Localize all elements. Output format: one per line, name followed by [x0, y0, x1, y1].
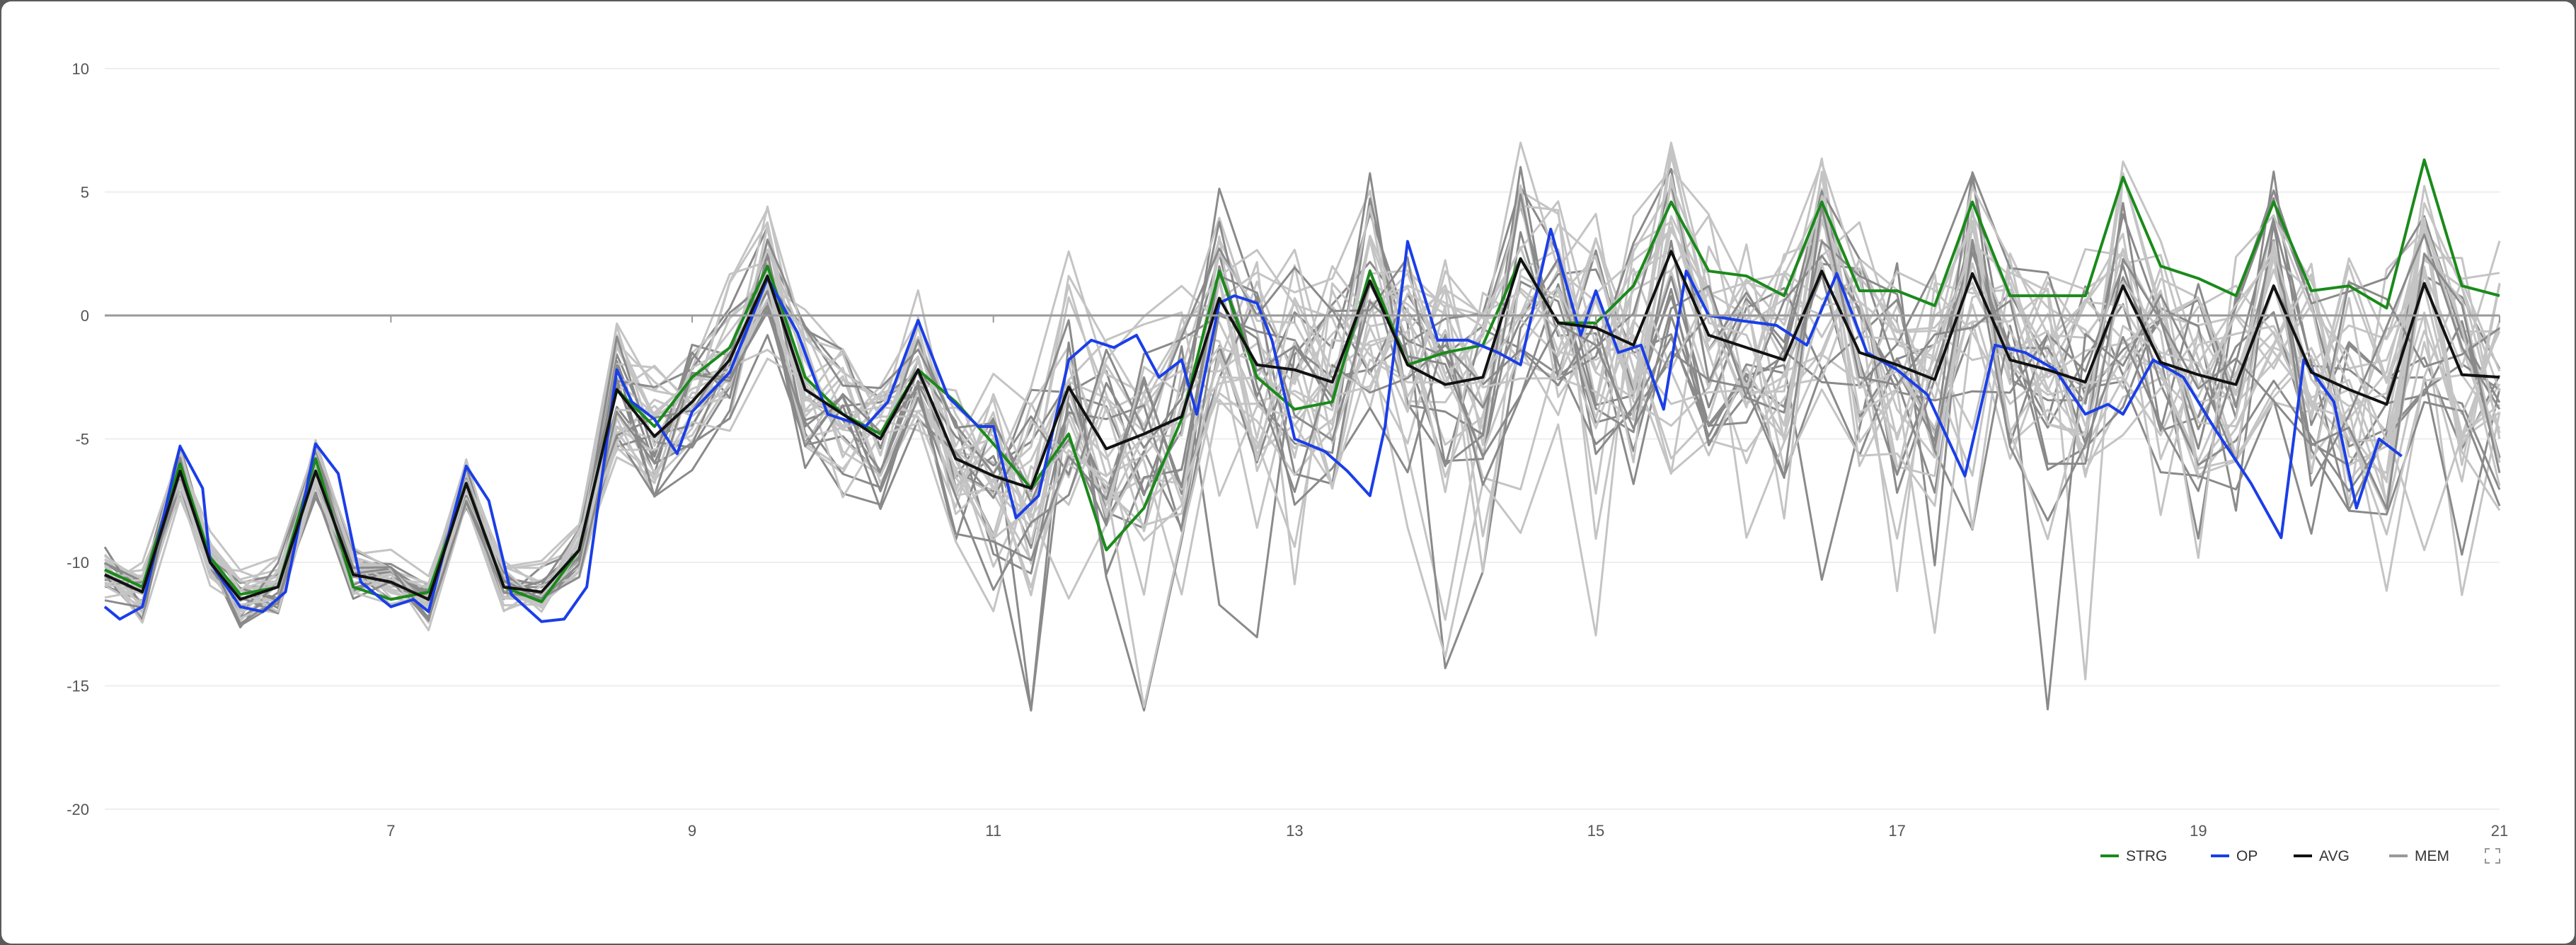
y-tick-label: -10 [67, 554, 89, 572]
y-tick-label: -20 [67, 801, 89, 818]
y-tick-label: 5 [81, 184, 89, 202]
x-tick-label: 13 [1286, 822, 1303, 840]
mem-series-line [104, 205, 2501, 627]
legend-item-op[interactable]: OP [2211, 848, 2258, 864]
mem-series-line [104, 175, 2501, 613]
avg-series-line [104, 250, 2500, 601]
y-tick-label: 0 [81, 307, 89, 325]
mem-series-line [103, 184, 2501, 618]
op-series-line [103, 227, 2403, 623]
grid [105, 68, 2500, 810]
x-tick-label: 17 [1888, 822, 1905, 840]
y-tick-label: -15 [67, 678, 89, 695]
legend-label: MEM [2415, 848, 2449, 864]
mem-series-line [104, 141, 2501, 680]
axes: 10 5 0 -5 -10 -15 -20 7 9 11 13 15 17 19 21 [67, 60, 2508, 840]
mem-series-line [103, 222, 2501, 632]
mem-series-group [103, 141, 2501, 712]
y-tick-label: -5 [75, 431, 89, 448]
x-tick-label: 15 [1587, 822, 1604, 840]
x-tick-label: 9 [688, 822, 696, 840]
legend-label: STRG [2126, 848, 2167, 864]
legend: STRG OP AVG MEM [2100, 848, 2500, 864]
legend-item-mem[interactable]: MEM [2389, 848, 2449, 864]
highlight-series-group [103, 158, 2500, 623]
y-tick-label: 10 [72, 60, 89, 78]
legend-item-strg[interactable]: STRG [2100, 848, 2167, 864]
x-tick-label: 7 [386, 822, 395, 840]
fullscreen-icon[interactable] [2485, 848, 2500, 864]
mem-series-line [104, 182, 2501, 612]
x-tick-label: 19 [2190, 822, 2207, 840]
x-tick-label: 11 [985, 822, 1001, 840]
legend-label: OP [2236, 848, 2258, 864]
legend-item-avg[interactable]: AVG [2294, 848, 2350, 864]
x-tick-label: 21 [2491, 822, 2508, 840]
legend-label: AVG [2319, 848, 2350, 864]
